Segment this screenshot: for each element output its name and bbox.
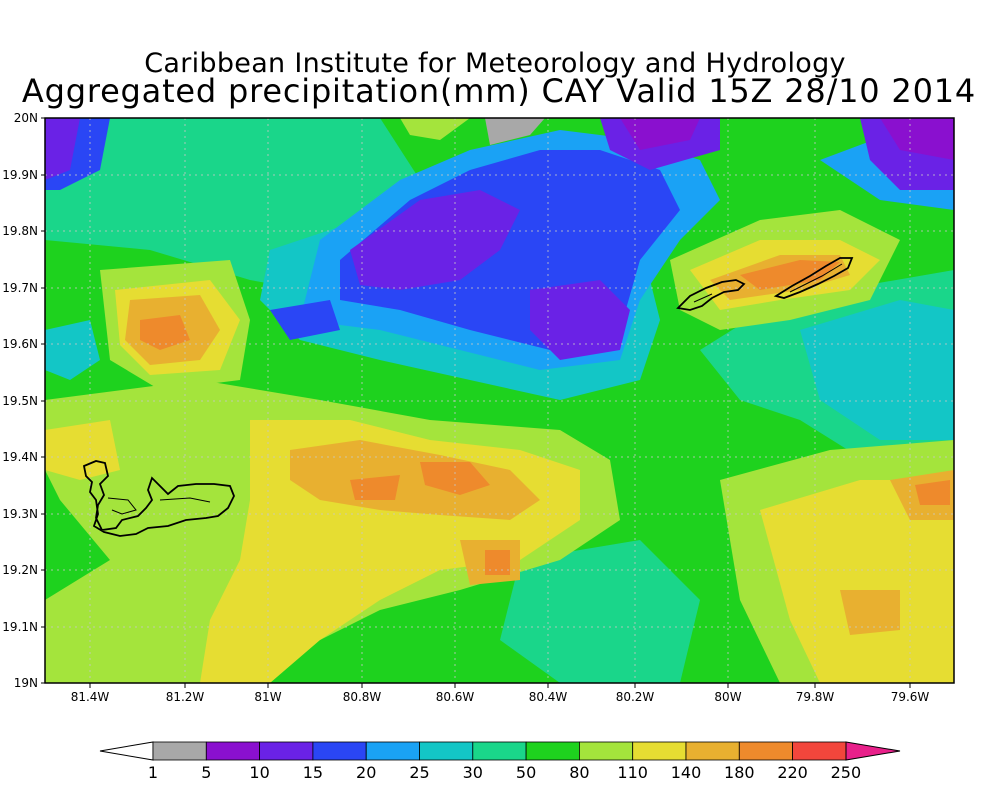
island-little-cayman xyxy=(676,279,746,311)
colorbar-label: 25 xyxy=(409,763,429,782)
x-tick-label: 81.2W xyxy=(166,690,205,704)
colorbar-cell xyxy=(738,741,793,761)
island-cayman-brac xyxy=(773,257,854,299)
colorbar-label: 140 xyxy=(671,763,702,782)
colorbar-label: 15 xyxy=(303,763,323,782)
x-tick-label: 80W xyxy=(714,690,741,704)
precipitation-field xyxy=(45,118,954,683)
colorbar-cell xyxy=(525,741,580,761)
y-tick-label: 19N xyxy=(14,676,38,690)
title-line-2: Aggregated precipitation(mm) CAY Valid 1… xyxy=(21,72,977,110)
x-tick-label: 80.6W xyxy=(436,690,475,704)
field-gray xyxy=(485,118,545,145)
field-orange xyxy=(140,260,950,575)
colorbar-cell xyxy=(419,741,474,761)
colorbar-cell xyxy=(205,741,261,761)
x-tick-label: 79.8W xyxy=(796,690,835,704)
title-line-1: Caribbean Institute for Meteorology and … xyxy=(144,48,846,79)
y-tick-label: 19.2N xyxy=(2,563,38,577)
colorbar-low-arrow xyxy=(99,741,154,761)
field-violet xyxy=(620,118,954,160)
colorbar-cell xyxy=(632,741,687,761)
colorbar-cell xyxy=(792,741,847,761)
colorbar-cell xyxy=(259,741,314,761)
colorbar-label: 1 xyxy=(148,763,158,782)
y-tick-label: 19.9N xyxy=(2,168,38,182)
island-grand-cayman xyxy=(82,460,235,537)
colorbar-cell xyxy=(312,741,367,761)
y-tick-label: 19.1N xyxy=(2,620,38,634)
colorbar-label: 20 xyxy=(356,763,376,782)
field-purple xyxy=(45,118,954,360)
colorbar-label: 50 xyxy=(516,763,536,782)
colorbar-label: 30 xyxy=(463,763,483,782)
x-tick-label: 81W xyxy=(254,690,281,704)
colorbar-label: 80 xyxy=(569,763,589,782)
colorbar-label: 10 xyxy=(249,763,269,782)
colorbar-cell xyxy=(685,741,740,761)
y-tick-label: 19.5N xyxy=(2,394,38,408)
y-tick-label: 19.6N xyxy=(2,337,38,351)
grid-lines xyxy=(45,118,954,683)
colorbar-cell xyxy=(579,741,634,761)
y-tick-label: 19.8N xyxy=(2,224,38,238)
colorbar-label: 220 xyxy=(777,763,808,782)
colorbar-cell xyxy=(365,741,420,761)
colorbar-label: 180 xyxy=(724,763,755,782)
x-tick-label: 80.2W xyxy=(616,690,655,704)
colorbar-label: 250 xyxy=(831,763,862,782)
y-tick-label: 20N xyxy=(14,111,38,125)
y-axis: 19N 19.1N 19.2N 19.3N 19.4N 19.5N 19.6N … xyxy=(2,111,45,690)
colorbar-cell xyxy=(152,741,207,761)
x-tick-label: 80.8W xyxy=(343,690,382,704)
x-tick-label: 80.4W xyxy=(529,690,568,704)
y-tick-label: 19.3N xyxy=(2,507,38,521)
x-axis: 81.4W 81.2W 81W 80.8W 80.6W 80.4W 80.2W … xyxy=(71,683,930,704)
x-tick-label: 79.6W xyxy=(891,690,930,704)
y-tick-label: 19.4N xyxy=(2,450,38,464)
colorbar-label: 110 xyxy=(617,763,648,782)
colorbar-cell xyxy=(472,741,527,761)
y-tick-label: 19.7N xyxy=(2,281,38,295)
colorbar-label: 5 xyxy=(201,763,211,782)
colorbar: 1 5 10 15 20 25 30 50 80 110 140 180 220 250 xyxy=(99,741,901,782)
colorbar-high-arrow xyxy=(845,741,901,761)
x-tick-label: 81.4W xyxy=(71,690,110,704)
